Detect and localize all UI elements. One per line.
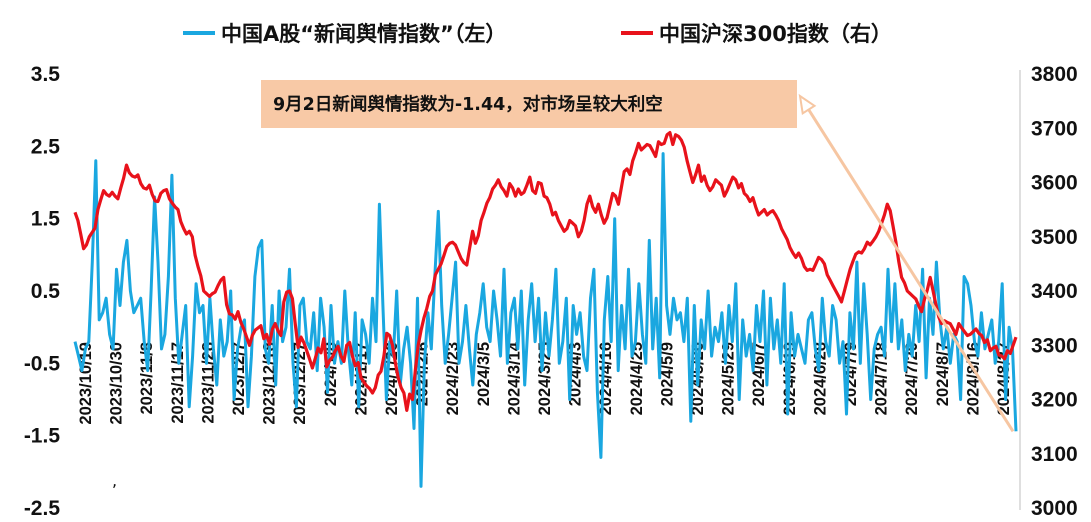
y-right-tick-label: 3400	[1031, 280, 1078, 303]
annotation-arrow-line	[807, 108, 1015, 433]
legend-label-csi300: 中国沪深300指数（右）	[659, 22, 892, 46]
x-tick-label: 2024/5/9	[658, 342, 676, 406]
x-tick-label: 2024/3/14	[505, 341, 523, 415]
y-left-tick-label: -0.5	[24, 352, 61, 375]
x-tick-label: 2024/7/18	[873, 342, 891, 415]
y-right-tick-label: 3000	[1031, 497, 1078, 520]
y-right-tick-label: 3100	[1031, 443, 1078, 466]
y-left-tick-label: 2.5	[31, 135, 61, 158]
y-right-tick-label: 3200	[1031, 389, 1078, 412]
y-right-tick-label: 3600	[1031, 172, 1078, 195]
x-tick-label: 2024/3/25	[536, 342, 554, 415]
annotation-text: 9月2日新闻舆情指数为-1.44，对市场呈较大利空	[273, 94, 663, 115]
x-tick-label: 2023/11/17	[169, 342, 187, 424]
x-tick-label: 2023/11/28	[199, 342, 217, 424]
y-right-tick-label: 3500	[1031, 226, 1078, 249]
stray-comma-mark: ,	[112, 471, 117, 490]
series-line-sentiment-index	[73, 152, 1018, 488]
y-left-tick-label: 0.5	[31, 280, 61, 303]
x-tick-label: 2023/10/30	[108, 342, 126, 425]
annotation-box	[261, 80, 797, 128]
legend-label-sentiment-index: 中国A股“新闻舆情指数”（左）	[221, 22, 506, 46]
y-left-tick-label: 1.5	[31, 208, 61, 231]
x-tick-label: 2024/3/5	[475, 342, 493, 406]
x-tick-label: 2023/11/8	[138, 342, 156, 415]
x-tick-label: 2024/4/25	[628, 342, 646, 415]
y-right-tick-label: 3800	[1031, 63, 1078, 86]
axes: 3.5 2.5 1.5 0.5 -0.5 -1.5 -2.5 3800 3700 3600 3500…	[24, 63, 1078, 520]
series	[73, 131, 1018, 488]
x-tick-label: 2024/4/16	[597, 342, 615, 415]
y-right-tick-label: 3300	[1031, 334, 1078, 357]
y-right-tick-label: 3700	[1031, 117, 1078, 140]
series-line-csi300	[73, 131, 1018, 412]
x-tick-label: 2024/5/29	[720, 342, 738, 415]
annotation: 9月2日新闻舆情指数为-1.44，对市场呈较大利空	[261, 80, 1015, 433]
y-left-tick-label: -2.5	[24, 497, 61, 520]
y-left-tick-label: -1.5	[24, 425, 61, 448]
x-tick-label: 2024/8/7	[934, 342, 952, 406]
legend: 中国A股“新闻舆情指数”（左） 中国沪深300指数（右）	[183, 22, 892, 46]
annotation-arrow-head	[798, 93, 817, 115]
y-left-tick-label: 3.5	[31, 63, 61, 86]
